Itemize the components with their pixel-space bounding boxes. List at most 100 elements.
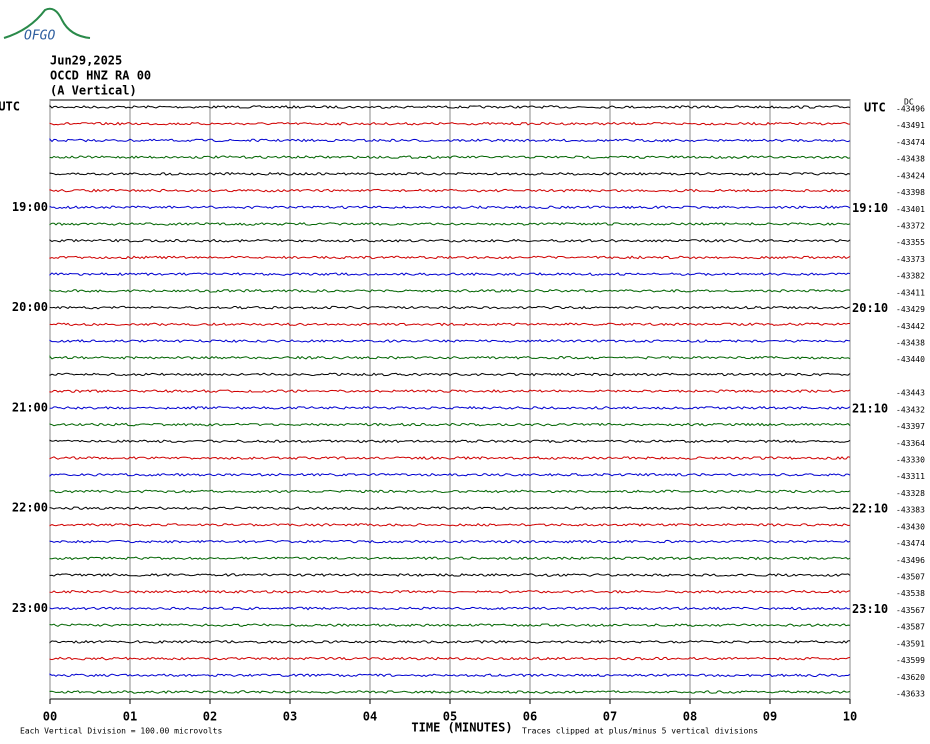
trace bbox=[49, 690, 851, 694]
x-tick-label: 00 bbox=[43, 710, 57, 724]
trace bbox=[49, 489, 851, 494]
offset-label: -43591 bbox=[896, 639, 925, 648]
offset-label: -43398 bbox=[896, 188, 925, 197]
x-axis-label: TIME (MINUTES) bbox=[411, 721, 512, 735]
trace bbox=[49, 623, 851, 627]
offset-label: -43382 bbox=[896, 272, 925, 281]
offset-label: -43491 bbox=[896, 121, 925, 130]
trace bbox=[49, 355, 851, 360]
offset-label: -43442 bbox=[896, 322, 925, 331]
trace bbox=[49, 104, 851, 109]
left-time-label: 19:00 bbox=[12, 200, 48, 214]
right-time-label: 22:10 bbox=[852, 502, 888, 516]
trace bbox=[49, 121, 851, 126]
component: (A Vertical) bbox=[50, 84, 137, 98]
x-tick-label: 03 bbox=[283, 710, 297, 724]
trace bbox=[49, 573, 851, 577]
trace bbox=[49, 305, 851, 310]
trace bbox=[49, 589, 851, 594]
trace bbox=[49, 272, 851, 277]
trace bbox=[49, 339, 851, 343]
left-time-label: 20:00 bbox=[12, 300, 48, 314]
trace bbox=[49, 222, 851, 226]
offset-label: -43507 bbox=[896, 573, 925, 582]
left-time-label: 23:00 bbox=[12, 601, 48, 615]
trace bbox=[49, 439, 851, 444]
trace bbox=[49, 472, 851, 477]
offset-label: -43538 bbox=[896, 589, 925, 598]
x-tick-label: 09 bbox=[763, 710, 777, 724]
offset-heading: DC bbox=[904, 98, 914, 107]
logo-curve bbox=[3, 7, 91, 39]
offset-label: -43372 bbox=[896, 222, 925, 231]
trace bbox=[49, 639, 851, 644]
right-time-label: 19:10 bbox=[852, 201, 888, 215]
trace bbox=[49, 673, 851, 678]
offset-label: -43474 bbox=[896, 138, 925, 147]
offset-label: -43397 bbox=[896, 422, 925, 431]
trace bbox=[49, 372, 851, 377]
offset-label: -43330 bbox=[896, 456, 925, 465]
offset-label: -43429 bbox=[896, 305, 925, 314]
offset-label: -43474 bbox=[896, 539, 925, 548]
trace bbox=[49, 322, 850, 327]
trace bbox=[49, 406, 851, 410]
left-time-label: UTC bbox=[0, 100, 20, 114]
trace bbox=[49, 205, 851, 210]
offset-label: -43496 bbox=[896, 105, 925, 114]
offset-label: -43373 bbox=[896, 255, 925, 264]
x-tick-label: 05 bbox=[443, 710, 457, 724]
trace bbox=[49, 171, 851, 176]
date: Jun29,2025 bbox=[50, 54, 122, 68]
x-tick-label: 06 bbox=[523, 710, 537, 724]
scale-note: Each Vertical Division = 100.00 microvol… bbox=[20, 727, 222, 736]
x-tick-label: 02 bbox=[203, 710, 217, 724]
offset-label: -43599 bbox=[896, 656, 925, 665]
right-time-label: 23:10 bbox=[852, 602, 888, 616]
offset-label: -43496 bbox=[896, 556, 925, 565]
x-tick-label: 08 bbox=[683, 710, 697, 724]
offset-label: -43438 bbox=[896, 155, 925, 164]
offset-label: -43438 bbox=[896, 339, 925, 348]
right-time-label: 20:10 bbox=[852, 301, 888, 315]
trace bbox=[49, 289, 851, 293]
x-tick-label: 04 bbox=[363, 710, 377, 724]
trace bbox=[49, 255, 851, 260]
offset-label: -43587 bbox=[896, 623, 925, 632]
left-time-label: 22:00 bbox=[12, 501, 48, 515]
offset-label: -43567 bbox=[896, 606, 925, 615]
offset-label: -43620 bbox=[896, 673, 925, 682]
trace bbox=[49, 188, 851, 193]
offset-label: -43328 bbox=[896, 489, 925, 498]
trace bbox=[49, 389, 851, 394]
trace bbox=[49, 155, 851, 160]
right-time-label: 21:10 bbox=[852, 401, 888, 415]
trace bbox=[49, 606, 851, 611]
offset-label: -43440 bbox=[896, 355, 925, 364]
x-tick-label: 10 bbox=[843, 710, 857, 724]
left-time-label: 21:00 bbox=[12, 400, 48, 414]
offset-label: -43364 bbox=[896, 439, 925, 448]
trace bbox=[49, 456, 851, 460]
logo: OFGO bbox=[24, 29, 55, 44]
x-tick-label: 07 bbox=[603, 710, 617, 724]
offset-label: -43633 bbox=[896, 690, 925, 699]
offset-label: -43430 bbox=[896, 522, 925, 531]
offset-label: -43355 bbox=[896, 238, 925, 247]
right-time-label: UTC bbox=[864, 101, 886, 115]
x-tick-label: 01 bbox=[123, 710, 137, 724]
station: OCCD HNZ RA 00 bbox=[50, 69, 151, 83]
trace bbox=[49, 138, 851, 143]
trace bbox=[49, 238, 851, 243]
trace bbox=[49, 506, 851, 510]
trace bbox=[49, 656, 851, 661]
trace bbox=[49, 523, 851, 527]
offset-label: -43401 bbox=[896, 205, 925, 214]
clip-note: Traces clipped at plus/minus 5 vertical … bbox=[522, 727, 758, 736]
offset-label: -43443 bbox=[896, 389, 925, 398]
offset-label: -43311 bbox=[896, 472, 925, 481]
offset-label: -43432 bbox=[896, 405, 925, 414]
offset-label: -43383 bbox=[896, 506, 925, 515]
offset-label: -43424 bbox=[896, 171, 925, 180]
